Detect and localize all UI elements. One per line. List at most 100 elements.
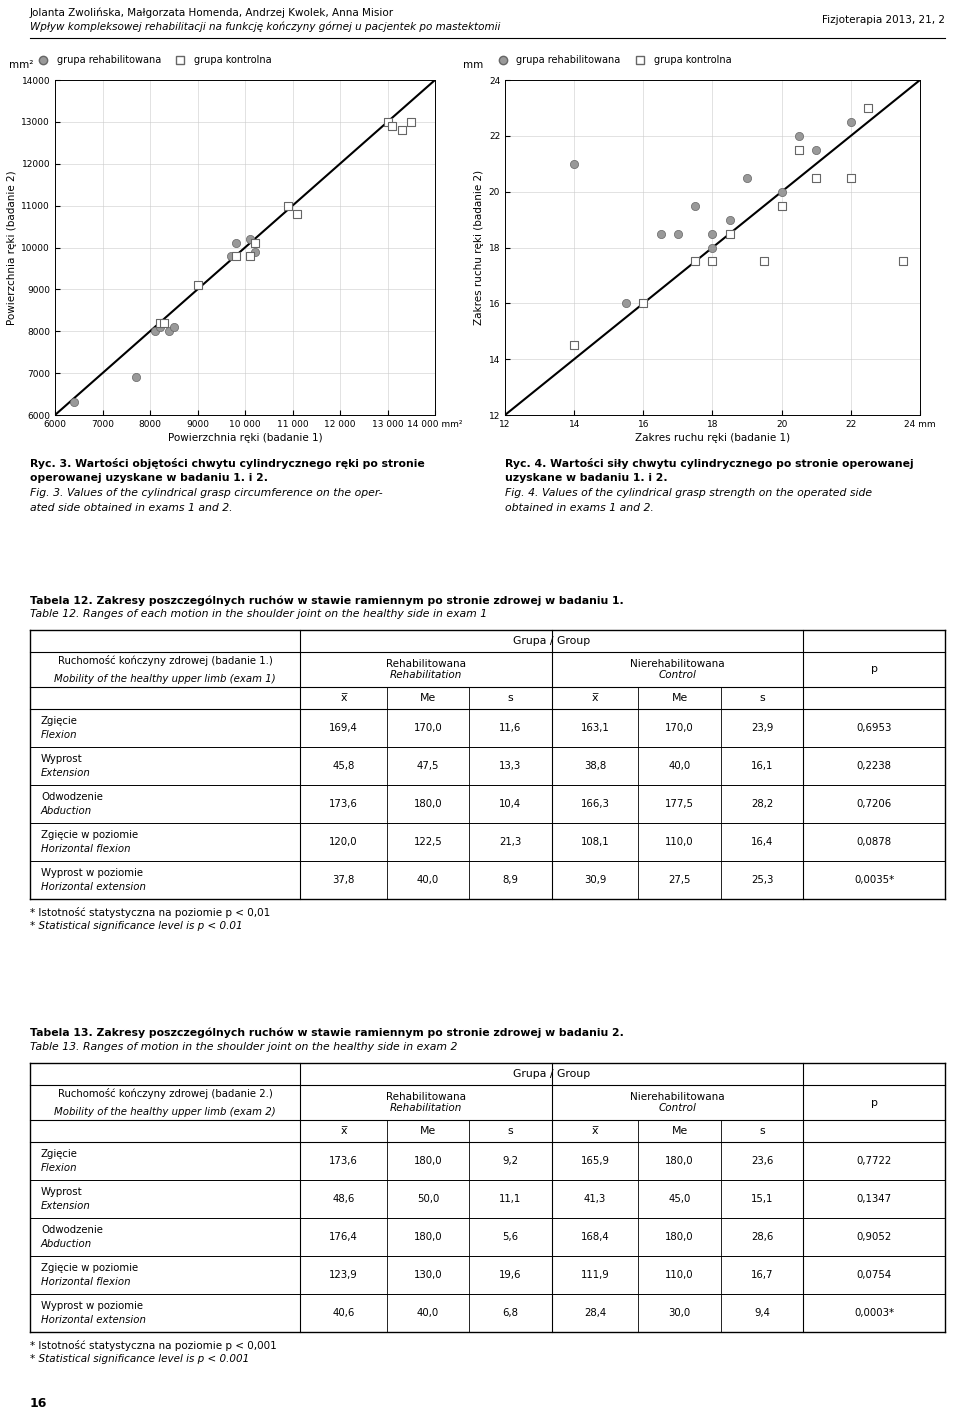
Text: 163,1: 163,1: [581, 723, 610, 733]
Point: [242, 244, 257, 267]
Text: ated side obtained in exams 1 and 2.: ated side obtained in exams 1 and 2.: [30, 503, 232, 513]
Text: 40,6: 40,6: [332, 1308, 354, 1318]
Text: p: p: [871, 1098, 877, 1108]
Text: 11,1: 11,1: [499, 1194, 521, 1204]
Point: [147, 320, 162, 342]
Text: 110,0: 110,0: [665, 1269, 694, 1279]
Text: 0,0035*: 0,0035*: [854, 875, 894, 885]
Text: s: s: [508, 693, 514, 703]
Point: [860, 41, 876, 64]
Text: Me: Me: [420, 693, 436, 703]
Point: [128, 366, 143, 389]
Text: * Statistical significance level is p < 0.01: * Statistical significance level is p < …: [30, 922, 243, 932]
Point: [166, 315, 181, 338]
Text: 169,4: 169,4: [329, 723, 358, 733]
Point: [705, 236, 720, 258]
Point: [566, 334, 582, 356]
Text: 170,0: 170,0: [665, 723, 694, 733]
Text: 5,6: 5,6: [502, 1233, 518, 1242]
Text: 45,0: 45,0: [668, 1194, 691, 1204]
Text: 11,6: 11,6: [499, 723, 521, 733]
Text: 19,6: 19,6: [499, 1269, 521, 1279]
Point: [152, 315, 167, 338]
X-axis label: Powierzchnia ręki (badanie 1): Powierzchnia ręki (badanie 1): [168, 433, 323, 443]
Text: 28,6: 28,6: [751, 1233, 773, 1242]
Text: Jolanta Zwolińska, Małgorzata Homenda, Andrzej Kwolek, Anna Misior: Jolanta Zwolińska, Małgorzata Homenda, A…: [30, 9, 395, 18]
Text: Me: Me: [672, 693, 687, 703]
Text: Rehabilitowana: Rehabilitowana: [386, 659, 466, 669]
Point: [228, 244, 243, 267]
Point: [774, 195, 789, 217]
Point: [722, 222, 737, 244]
Text: Mobility of the healthy upper limb (exam 1): Mobility of the healthy upper limb (exam…: [54, 674, 276, 684]
Text: Fizjoterapia 2013, 21, 2: Fizjoterapia 2013, 21, 2: [822, 16, 945, 26]
Text: 27,5: 27,5: [668, 875, 691, 885]
Text: 180,0: 180,0: [414, 1156, 443, 1166]
Text: * Statistical significance level is p < 0.001: * Statistical significance level is p < …: [30, 1355, 250, 1365]
Text: 37,8: 37,8: [332, 875, 354, 885]
Text: 180,0: 180,0: [414, 799, 443, 809]
Text: 166,3: 166,3: [581, 799, 610, 809]
Text: Table 12. Ranges of each motion in the shoulder joint on the healthy side in exa: Table 12. Ranges of each motion in the s…: [30, 609, 487, 619]
Point: [385, 115, 400, 138]
Text: Horizontal extension: Horizontal extension: [41, 1315, 146, 1325]
Text: Horizontal extension: Horizontal extension: [41, 882, 146, 892]
Text: Fig. 3. Values of the cylindrical grasp circumference on the oper-: Fig. 3. Values of the cylindrical grasp …: [30, 488, 383, 498]
Text: 41,3: 41,3: [584, 1194, 606, 1204]
Point: [156, 311, 172, 334]
Text: 180,0: 180,0: [665, 1233, 694, 1242]
Text: 13,3: 13,3: [499, 761, 521, 771]
Text: mm²: mm²: [10, 60, 34, 70]
Point: [687, 195, 703, 217]
Text: s: s: [508, 1126, 514, 1136]
Text: Zgięcie w poziomie: Zgięcie w poziomie: [41, 1262, 138, 1272]
Text: Tabela 13. Zakresy poszczególnych ruchów w stawie ramiennym po stronie zdrowej w: Tabela 13. Zakresy poszczególnych ruchów…: [30, 1028, 624, 1038]
Text: 0,1347: 0,1347: [856, 1194, 892, 1204]
Text: 0,7206: 0,7206: [856, 799, 892, 809]
Y-axis label: Zakres ruchu ręki (badanie 2): Zakres ruchu ręki (badanie 2): [474, 170, 485, 325]
Text: 23,6: 23,6: [751, 1156, 773, 1166]
Text: Zgięcie w poziomie: Zgięcie w poziomie: [41, 829, 138, 839]
Text: 122,5: 122,5: [414, 836, 443, 846]
Text: 0,9052: 0,9052: [856, 1233, 892, 1242]
Text: 28,4: 28,4: [584, 1308, 606, 1318]
Text: Flexion: Flexion: [41, 730, 78, 740]
Point: [403, 111, 419, 133]
Text: 9,4: 9,4: [754, 1308, 770, 1318]
Point: [895, 250, 910, 273]
Text: operowanej uzyskane w badaniu 1. i 2.: operowanej uzyskane w badaniu 1. i 2.: [30, 473, 268, 483]
Point: [843, 166, 858, 189]
Text: Wyprost: Wyprost: [41, 1187, 83, 1197]
Text: Me: Me: [672, 1126, 687, 1136]
Text: 176,4: 176,4: [329, 1233, 358, 1242]
Point: [290, 203, 305, 226]
Text: Ruchomość kończyny zdrowej (badanie 1.): Ruchomość kończyny zdrowej (badanie 1.): [58, 655, 273, 666]
Text: 170,0: 170,0: [414, 723, 443, 733]
Text: Wyprost: Wyprost: [41, 754, 83, 764]
Text: 111,9: 111,9: [581, 1269, 610, 1279]
Text: Extension: Extension: [41, 768, 91, 778]
Text: 0,2238: 0,2238: [856, 761, 892, 771]
Text: 21,3: 21,3: [499, 836, 521, 846]
Text: 108,1: 108,1: [581, 836, 610, 846]
Text: Rehabilitation: Rehabilitation: [390, 1103, 462, 1113]
Text: s: s: [759, 1126, 765, 1136]
Text: Zgięcie: Zgięcie: [41, 716, 78, 726]
Text: Flexion: Flexion: [41, 1163, 78, 1173]
Text: Control: Control: [659, 670, 696, 680]
Point: [156, 311, 172, 334]
Text: 16,4: 16,4: [751, 836, 773, 846]
Point: [394, 119, 409, 142]
Text: 173,6: 173,6: [329, 799, 358, 809]
Point: [843, 111, 858, 133]
Text: 47,5: 47,5: [417, 761, 440, 771]
Point: [247, 240, 262, 263]
Text: Tabela 12. Zakresy poszczególnych ruchów w stawie ramiennym po stronie zdrowej w: Tabela 12. Zakresy poszczególnych ruchów…: [30, 595, 624, 605]
Text: 130,0: 130,0: [414, 1269, 443, 1279]
Text: 0,0878: 0,0878: [856, 836, 892, 846]
Text: 40,0: 40,0: [417, 875, 439, 885]
Text: 10,4: 10,4: [499, 799, 521, 809]
Text: p: p: [871, 665, 877, 674]
Point: [618, 293, 634, 315]
Text: Grupa / Group: Grupa / Group: [513, 1069, 590, 1079]
